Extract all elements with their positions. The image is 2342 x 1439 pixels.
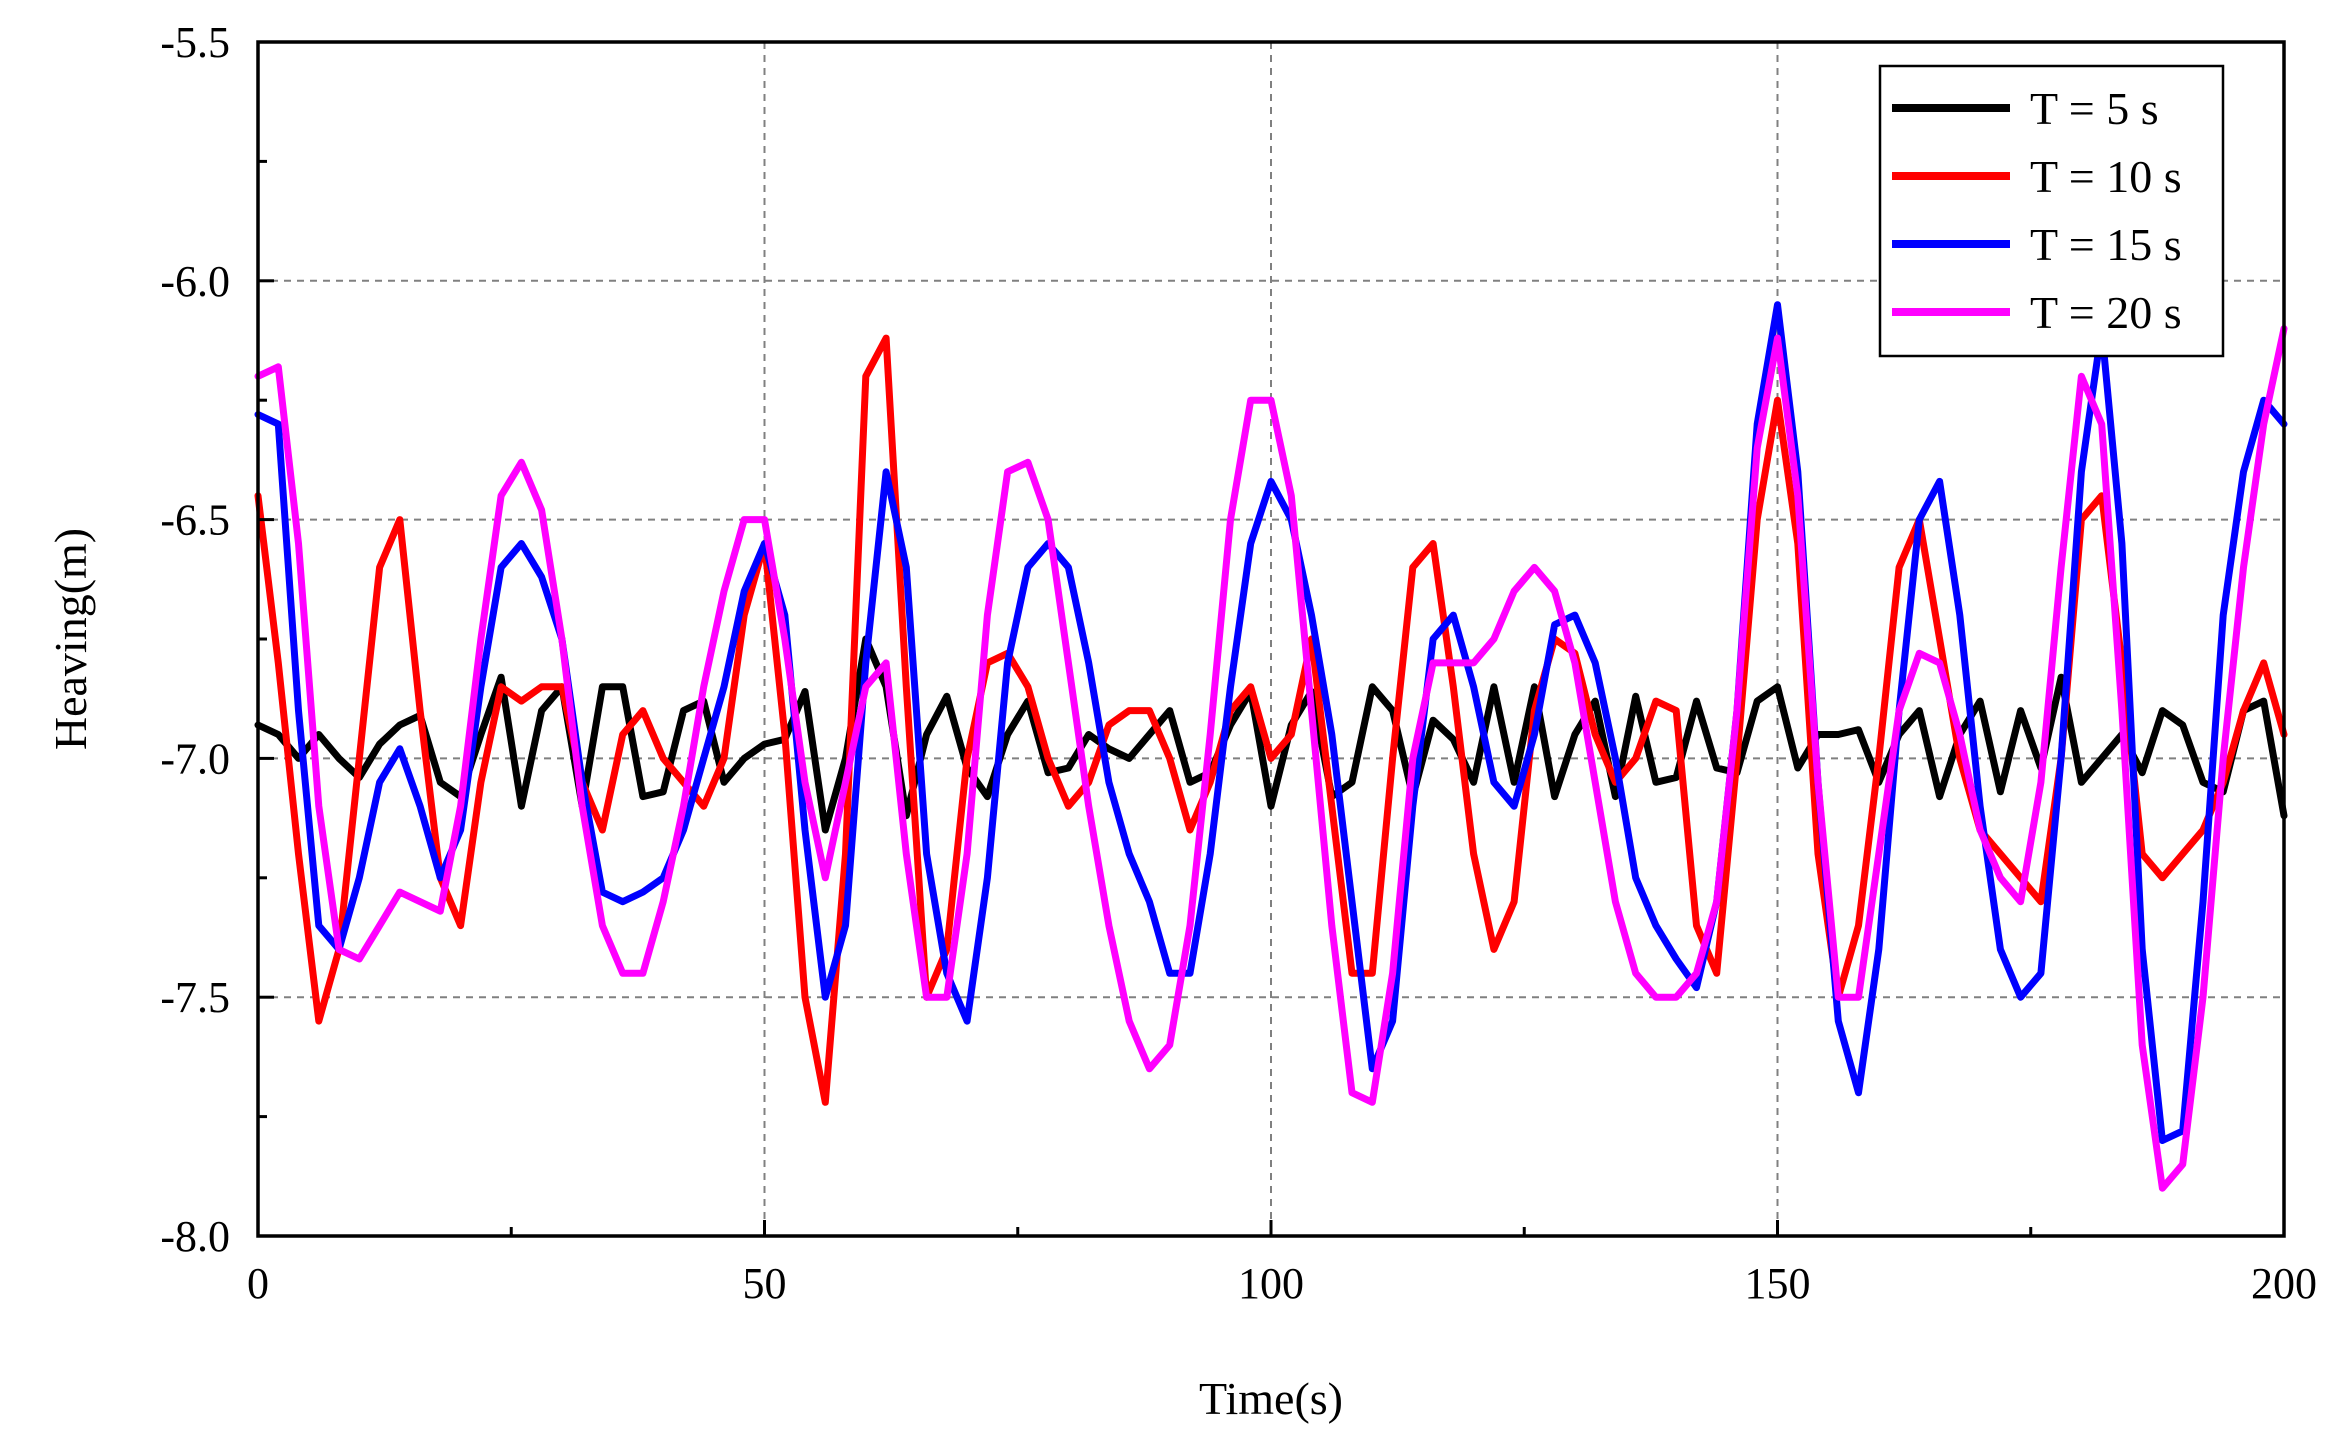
x-tick-label: 50: [743, 1259, 787, 1308]
y-tick-label: -5.5: [160, 18, 230, 67]
legend-label-3: T = 15 s: [2030, 219, 2182, 270]
legend-label-4: T = 20 s: [2030, 287, 2182, 338]
y-axis-title: Heaving(m): [45, 528, 96, 750]
series-line-3: [254, 301, 2288, 1144]
x-axis-title: Time(s): [1199, 1373, 1343, 1424]
y-tick-label: -6.5: [160, 496, 230, 545]
y-axis: -8.0 -7.5 -7.0 -6.5 -6.0 -5.5: [160, 18, 274, 1261]
legend-box: [1878, 64, 2225, 358]
y-tick-label: -6.0: [160, 257, 230, 306]
x-tick-label: 100: [1238, 1259, 1304, 1308]
x-tick-label: 200: [2251, 1259, 2317, 1308]
legend-label-1: T = 5 s: [2030, 83, 2159, 134]
y-tick-label: -7.0: [160, 734, 230, 783]
x-tick-label: 150: [1745, 1259, 1811, 1308]
x-axis: 0 50 100 150 200: [247, 1220, 2317, 1308]
grid-lines: [258, 42, 2284, 1236]
series-line-1: [254, 635, 2288, 834]
series-lines: [254, 301, 2288, 1192]
x-tick-label: 0: [247, 1259, 269, 1308]
series-line-4: [254, 325, 2288, 1192]
legend-label-2: T = 10 s: [2030, 151, 2182, 202]
legend: T = 5 s T = 10 s T = 15 s T = 20 s: [1878, 64, 2225, 358]
y-tick-label: -7.5: [160, 973, 230, 1022]
y-tick-label: -8.0: [160, 1212, 230, 1261]
